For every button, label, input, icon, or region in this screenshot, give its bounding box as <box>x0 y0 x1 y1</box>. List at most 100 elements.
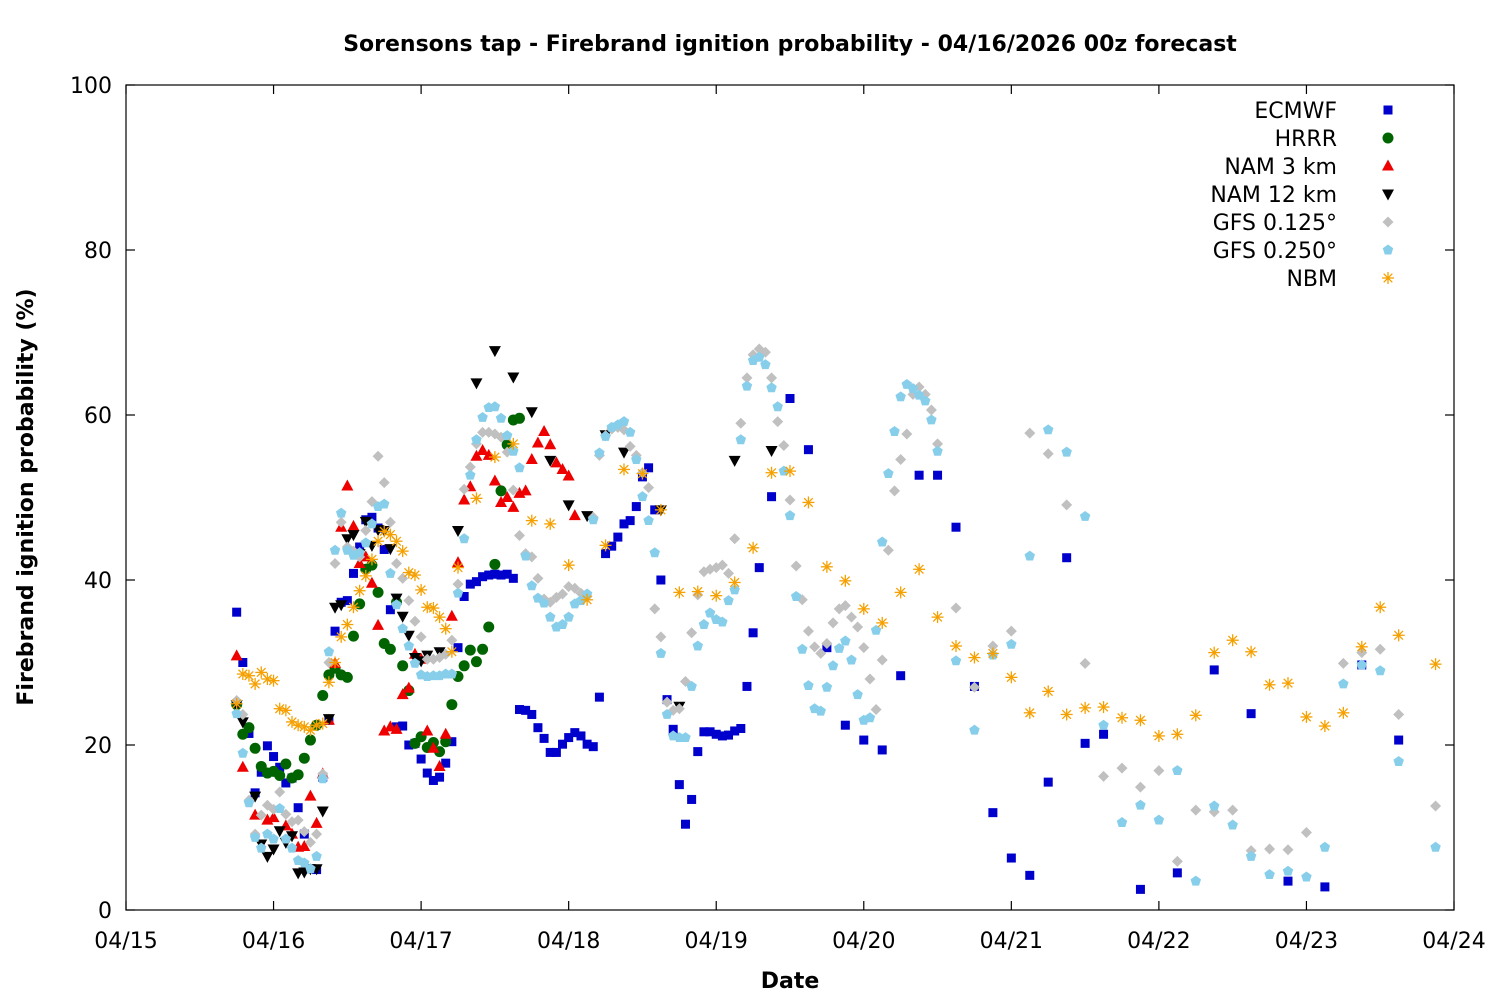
data-point <box>932 445 943 456</box>
data-point <box>274 770 286 782</box>
data-point <box>951 522 961 532</box>
data-point <box>279 704 292 717</box>
data-point <box>441 758 451 768</box>
data-point <box>907 383 919 394</box>
data-point <box>354 547 365 558</box>
x-tick-label: 04/20 <box>832 929 895 954</box>
data-point <box>576 731 586 741</box>
data-point <box>1301 871 1312 882</box>
data-point <box>335 507 347 518</box>
data-point <box>397 623 408 634</box>
data-point <box>562 559 575 572</box>
data-point <box>335 600 348 612</box>
data-point <box>304 724 317 737</box>
data-point <box>544 455 557 467</box>
data-point <box>422 768 432 778</box>
data-point <box>1190 804 1202 816</box>
data-point <box>447 737 457 747</box>
data-point <box>1080 738 1090 748</box>
data-point <box>298 826 310 838</box>
data-point <box>292 769 304 781</box>
data-point <box>390 593 403 605</box>
data-point <box>859 735 869 745</box>
data-point <box>1282 677 1294 690</box>
data-point <box>1172 765 1183 776</box>
data-point <box>1025 870 1035 880</box>
data-point <box>785 394 795 403</box>
data-point <box>1024 550 1036 561</box>
data-point <box>385 605 395 615</box>
data-point <box>896 671 906 681</box>
data-point <box>269 752 279 762</box>
data-point <box>815 647 827 659</box>
data-point <box>310 816 323 828</box>
y-tick-label: 20 <box>84 734 112 759</box>
data-point <box>526 580 538 591</box>
data-point <box>833 642 845 653</box>
data-point <box>673 703 685 715</box>
data-point <box>544 517 557 530</box>
data-point <box>471 434 482 445</box>
data-point <box>1394 735 1404 745</box>
data-point <box>864 673 876 685</box>
data-point <box>435 772 445 782</box>
data-point <box>840 720 850 730</box>
x-axis-label: Date <box>761 969 820 994</box>
data-point <box>827 617 839 629</box>
data-point <box>262 828 273 839</box>
data-point <box>317 690 329 701</box>
data-point <box>1134 714 1147 727</box>
data-point <box>1134 781 1146 793</box>
data-point <box>249 742 261 754</box>
data-point <box>754 351 765 362</box>
data-point <box>876 616 889 629</box>
data-point <box>439 622 452 635</box>
data-point <box>236 717 249 729</box>
data-point <box>484 570 494 580</box>
data-point <box>846 654 857 665</box>
data-point <box>330 626 340 636</box>
data-point <box>1097 701 1110 714</box>
data-point <box>305 863 316 874</box>
legend-marker <box>1382 244 1394 255</box>
data-point <box>230 649 243 661</box>
data-point <box>495 495 508 507</box>
data-point <box>390 722 403 734</box>
data-point <box>864 712 876 723</box>
data-point <box>396 611 409 623</box>
data-point <box>661 708 673 719</box>
data-point <box>379 544 389 554</box>
data-point <box>1006 853 1016 863</box>
data-point <box>477 411 488 422</box>
legend-marker <box>1382 132 1394 144</box>
data-point <box>230 697 243 710</box>
data-point <box>347 530 360 542</box>
data-point <box>631 454 642 464</box>
data-point <box>242 669 255 682</box>
data-point <box>390 535 403 548</box>
legend-marker <box>1382 159 1394 171</box>
data-point <box>280 758 292 770</box>
data-point <box>508 445 519 456</box>
data-point <box>1023 706 1036 719</box>
data-point <box>402 681 415 693</box>
data-point <box>1300 710 1313 723</box>
data-point <box>784 510 796 521</box>
y-axis-label: Firebrand ignition probability (%) <box>14 288 39 705</box>
data-point <box>643 482 655 494</box>
data-point <box>347 519 360 531</box>
data-point <box>790 560 802 572</box>
data-point <box>445 645 458 658</box>
data-point <box>802 496 815 509</box>
data-point <box>539 733 549 743</box>
data-point <box>736 724 746 733</box>
data-point <box>298 752 310 764</box>
x-tick-label: 04/18 <box>537 929 600 954</box>
data-point <box>298 839 311 851</box>
data-point <box>1042 424 1054 435</box>
data-point <box>409 615 421 627</box>
data-point <box>932 438 944 450</box>
data-point <box>446 668 458 679</box>
data-point <box>1209 665 1219 675</box>
data-point <box>464 461 476 473</box>
